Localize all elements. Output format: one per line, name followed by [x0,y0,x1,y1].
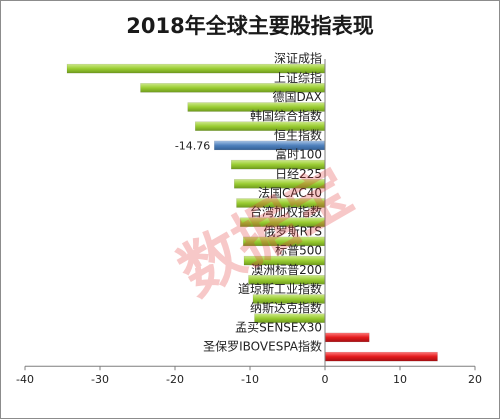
category-label-7: 日经225 [275,167,322,181]
data-label-5: -14.76 [175,139,210,152]
category-label-16: 圣保罗IBOVESPA指数 [203,339,322,354]
x-tick-label-4: -10 [241,373,259,386]
category-label-12: 澳洲标普200 [251,263,322,277]
category-label-6: 富时100 [275,147,322,162]
x-tick-label-5: 0 [322,373,329,386]
category-label-8: 法国CAC40 [258,186,322,200]
category-label-13: 道琼斯工业指数 [238,281,322,296]
category-label-9: 台湾加权指数 [250,204,322,219]
chart-title: 2018年全球主要股指表现 [126,14,373,38]
category-label-2: 上证综指 [274,70,322,85]
bar-15 [324,332,370,343]
category-label-5: 恒生指数 [274,127,322,142]
x-tick-label-7: 20 [468,373,482,386]
category-label-11: 标普500 [275,244,322,258]
x-tick-label-1: -40 [16,373,34,386]
category-label-1: 深证成指 [274,51,322,66]
x-tick-label-3: -20 [166,373,184,386]
category-label-14: 纳斯达克指数 [250,300,322,315]
category-label-4: 韩国综合指数 [250,108,322,123]
x-tick-label-2: -30 [91,373,109,386]
x-tick-label-6: 10 [393,373,407,386]
category-label-10: 俄罗斯RTS [264,224,322,238]
x-axis: -40 -30 -20 -10 0 10 20 [16,59,482,386]
bar-16 [324,351,438,362]
category-label-15: 孟买SENSEX30 [235,320,322,334]
category-label-3: 德国DAX [273,89,322,104]
